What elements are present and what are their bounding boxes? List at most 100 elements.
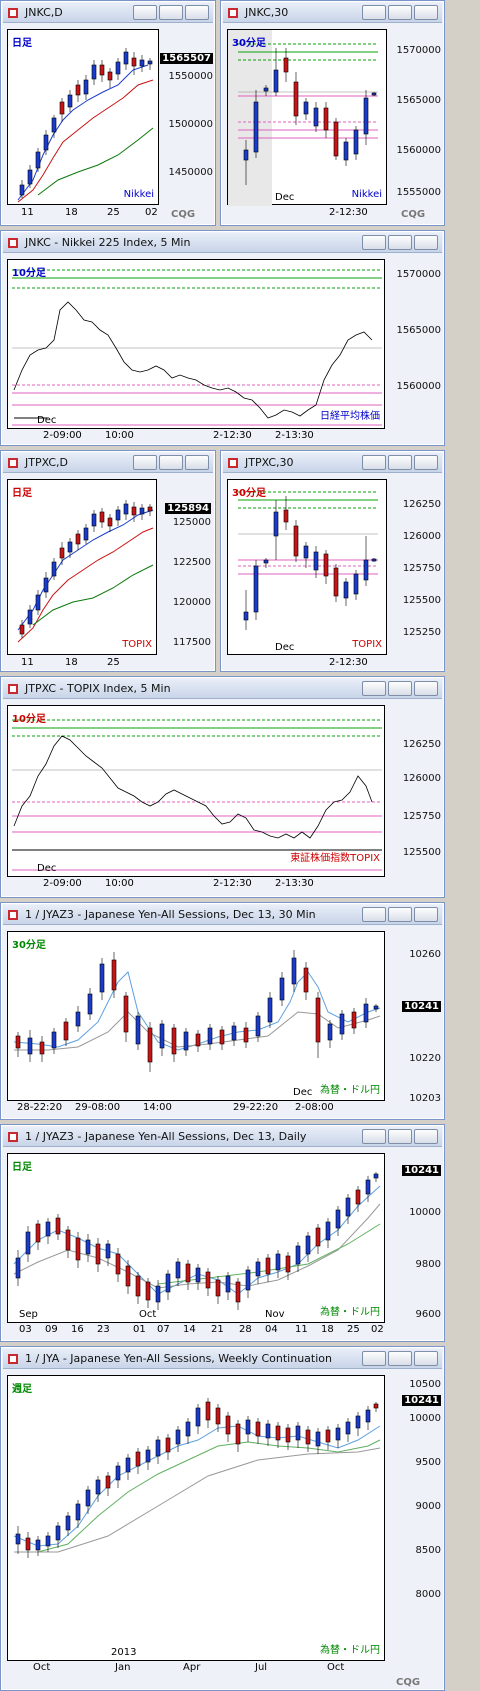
minimize-button[interactable] <box>362 1129 386 1144</box>
date-tick: 14 <box>183 1324 196 1335</box>
titlebar[interactable]: 1 / JYA - Japanese Yen-All Sessions, Wee… <box>3 1349 442 1369</box>
minimize-button[interactable] <box>362 5 386 20</box>
time-tick: 2-12:30 <box>213 430 252 441</box>
close-button[interactable] <box>414 681 438 696</box>
cqg-logo-icon <box>8 910 18 920</box>
month-label: Dec <box>275 642 295 653</box>
price-tick: 10000 <box>409 1413 441 1424</box>
price-tick: 120000 <box>172 597 211 608</box>
price-tick: 1500000 <box>168 119 213 130</box>
close-button[interactable] <box>185 5 209 20</box>
restore-button[interactable] <box>388 5 412 20</box>
cqg-watermark: CQG <box>396 1677 421 1688</box>
candlestick-chart <box>13 1398 381 1558</box>
month-label: Nov <box>265 1309 285 1320</box>
chart-area[interactable]: 日足 Nikkei <box>7 29 159 205</box>
price-tick: 1450000 <box>168 167 213 178</box>
chart-area[interactable]: 30分足 為替・ドル円 <box>7 931 385 1101</box>
price-axis: 126250 126000 125750 125500 125250 <box>387 479 441 655</box>
minimize-button[interactable] <box>362 455 386 470</box>
month-label: Dec <box>293 1087 313 1098</box>
window-jnkc-daily[interactable]: JNKC,D <box>0 0 216 226</box>
restore-button[interactable] <box>159 5 183 20</box>
titlebar[interactable]: JNKC,30 <box>223 3 442 23</box>
time-tick: 28-22:20 <box>17 1102 63 1113</box>
close-button[interactable] <box>414 1129 438 1144</box>
chart-area[interactable]: 週足 為替・ドル円 <box>7 1375 385 1661</box>
chart-area[interactable]: 30分足 Nikkei <box>227 29 387 206</box>
window-title: JNKC,D <box>25 6 63 19</box>
chart-area[interactable]: 日足 TOPIX <box>7 479 157 655</box>
titlebar[interactable]: JTPXC,D <box>3 453 213 473</box>
instrument-label: TOPIX <box>352 639 382 650</box>
candlestick-chart <box>17 500 154 643</box>
price-tick: 10000 <box>409 1207 441 1218</box>
close-button[interactable] <box>414 5 438 20</box>
window-jtpxc-daily[interactable]: JTPXC,D <box>0 450 216 672</box>
restore-button[interactable] <box>388 1129 412 1144</box>
price-axis: 10241 10000 9800 9600 <box>385 1153 441 1323</box>
titlebar[interactable]: JTPXC,30 <box>223 453 442 473</box>
time-axis: Sep Oct Nov 03 09 16 23 01 07 14 21 28 0… <box>7 1309 385 1337</box>
date-tick: 01 <box>133 1324 146 1335</box>
year-label: 2013 <box>111 1647 137 1658</box>
minimize-button[interactable] <box>362 681 386 696</box>
price-tick: 125250 <box>402 627 441 638</box>
restore-button[interactable] <box>388 455 412 470</box>
window-jyaz3-daily[interactable]: 1 / JYAZ3 - Japanese Yen-All Sessions, D… <box>0 1124 445 1342</box>
minimize-button[interactable] <box>362 235 386 250</box>
chart-area[interactable]: 10分足 東証株価指数TOPIX <box>7 705 385 877</box>
price-tick: 125500 <box>402 847 441 858</box>
chart-area[interactable]: 10分足 日経平均株価 <box>7 259 385 429</box>
restore-button[interactable] <box>388 681 412 696</box>
price-tick: 122500 <box>172 557 211 568</box>
window-jtpxc-5min[interactable]: JTPXC - TOPIX Index, 5 Min 10分足 東証株価指数TO… <box>0 676 445 898</box>
cqg-logo-icon <box>8 238 18 248</box>
date-tick: 16 <box>71 1324 84 1335</box>
window-jnkc-5min[interactable]: JNKC - Nikkei 225 Index, 5 Min 10分足 日経平均… <box>0 230 445 446</box>
chart-area[interactable]: 日足 為替・ドル円 <box>7 1153 385 1323</box>
window-jtpxc-30min[interactable]: JTPXC,30 <box>220 450 445 672</box>
price-axis: 10500 10241 10000 9500 9000 8500 8000 <box>385 1375 441 1661</box>
price-tick: 1565000 <box>396 95 441 106</box>
titlebar[interactable]: 1 / JYAZ3 - Japanese Yen-All Sessions, D… <box>3 1127 442 1147</box>
close-button[interactable] <box>414 235 438 250</box>
price-tick: 1565000 <box>396 325 441 336</box>
minimize-button[interactable] <box>362 907 386 922</box>
window-jnkc-30min[interactable]: JNKC,30 <box>220 0 445 226</box>
window-title: JTPXC,30 <box>245 456 294 469</box>
titlebar[interactable]: JNKC - Nikkei 225 Index, 5 Min <box>3 233 442 253</box>
restore-button[interactable] <box>159 455 183 470</box>
restore-button[interactable] <box>388 907 412 922</box>
price-tick: 1560000 <box>396 145 441 156</box>
time-tick: 2-09:00 <box>43 430 82 441</box>
date-tick: 18 <box>321 1324 334 1335</box>
close-button[interactable] <box>185 455 209 470</box>
price-tick: 8500 <box>415 1545 441 1556</box>
restore-button[interactable] <box>388 1351 412 1366</box>
minimize-button[interactable] <box>362 1351 386 1366</box>
minimize-button[interactable] <box>133 455 157 470</box>
price-tick: 10203 <box>409 1093 441 1104</box>
restore-button[interactable] <box>388 235 412 250</box>
instrument-label: Nikkei <box>123 189 154 200</box>
price-tick: 10220 <box>409 1053 441 1064</box>
candlestick-chart <box>17 48 154 203</box>
window-jya-weekly[interactable]: 1 / JYA - Japanese Yen-All Sessions, Wee… <box>0 1346 445 1691</box>
titlebar[interactable]: 1 / JYAZ3 - Japanese Yen-All Sessions, D… <box>3 905 442 925</box>
titlebar[interactable]: JTPXC - TOPIX Index, 5 Min <box>3 679 442 699</box>
window-jyaz3-30min[interactable]: 1 / JYAZ3 - Japanese Yen-All Sessions, D… <box>0 902 445 1120</box>
time-axis: Dec 28-22:20 29-08:00 14:00 29-22:20 2-0… <box>7 1087 385 1115</box>
close-button[interactable] <box>414 1351 438 1366</box>
close-button[interactable] <box>414 455 438 470</box>
price-axis: 10260 10241 10220 10203 <box>385 931 441 1104</box>
titlebar[interactable]: JNKC,D <box>3 3 213 23</box>
close-button[interactable] <box>414 907 438 922</box>
minimize-button[interactable] <box>133 5 157 20</box>
candlestick-chart <box>13 1172 381 1310</box>
chart-area[interactable]: 30分足 TOPIX <box>227 479 387 655</box>
time-tick: 2-08:00 <box>295 1102 334 1113</box>
price-axis: 1570000 1565000 1560000 <box>385 259 441 429</box>
date-tick: 11 <box>21 657 34 668</box>
price-axis: 1570000 1565000 1560000 1555000 <box>387 29 441 205</box>
